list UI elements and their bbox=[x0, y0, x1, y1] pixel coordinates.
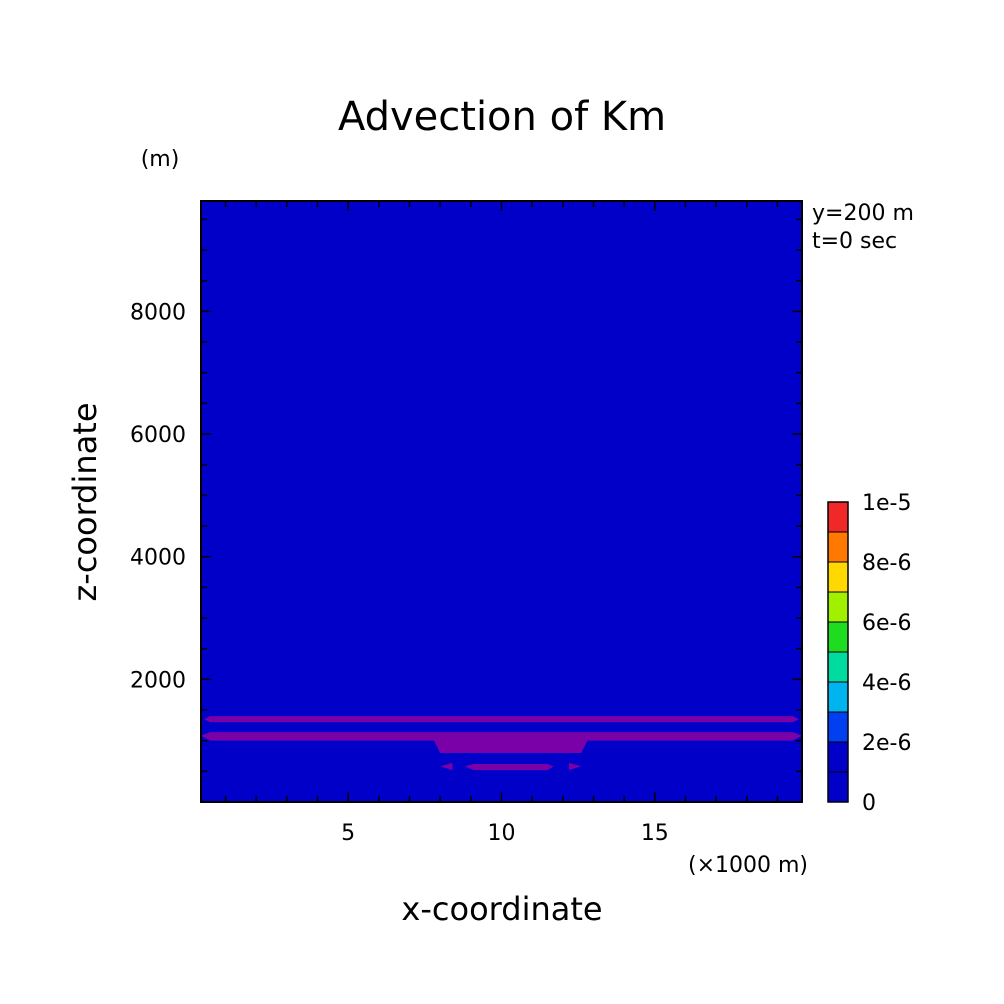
y-tick-labels: 2000 4000 6000 8000 bbox=[130, 300, 186, 693]
colorbar-segment bbox=[828, 562, 848, 592]
y-tick-label: 2000 bbox=[130, 668, 186, 693]
contour-region-1 bbox=[204, 716, 799, 723]
plot-background bbox=[201, 201, 802, 802]
colorbar-label: 1e-5 bbox=[862, 491, 911, 516]
contour-region-3 bbox=[464, 763, 554, 771]
plot-frame bbox=[200, 200, 803, 803]
annotation-y: y=200 m bbox=[812, 201, 914, 226]
y-tick-label: 4000 bbox=[130, 546, 186, 571]
contour-region-4 bbox=[440, 762, 453, 771]
x-unit-label: (×1000 m) bbox=[688, 853, 808, 878]
y-unit-label: (m) bbox=[141, 147, 180, 172]
colorbar-label: 0 bbox=[862, 791, 876, 816]
colorbar-label: 4e-6 bbox=[862, 671, 911, 696]
colorbar-segment bbox=[828, 622, 848, 652]
colorbar-segment bbox=[828, 502, 848, 532]
y-axis-label: z-coordinate bbox=[66, 402, 104, 601]
colorbar-segment bbox=[828, 592, 848, 622]
colorbar-segment bbox=[828, 652, 848, 682]
x-tick-label: 15 bbox=[641, 821, 669, 846]
colorbar-label: 6e-6 bbox=[862, 611, 911, 636]
colorbar-segment bbox=[828, 712, 848, 742]
colorbar-label: 2e-6 bbox=[862, 731, 911, 756]
colorbar-segment bbox=[828, 682, 848, 712]
chart-title: Advection of Km bbox=[338, 94, 666, 140]
y-tick-label: 6000 bbox=[130, 423, 186, 448]
colorbar-label: 8e-6 bbox=[862, 551, 911, 576]
x-tick-label: 5 bbox=[341, 821, 355, 846]
x-tick-labels: 5 10 15 bbox=[341, 821, 669, 846]
colorbar-labels: 0 2e-6 4e-6 6e-6 8e-6 1e-5 bbox=[862, 491, 911, 816]
colorbar-segment bbox=[828, 532, 848, 562]
annotation-t: t=0 sec bbox=[812, 229, 897, 254]
contour-regions bbox=[201, 716, 802, 771]
y-tick-label: 8000 bbox=[130, 300, 186, 325]
x-tick-label: 10 bbox=[488, 821, 516, 846]
contour-region-2 bbox=[201, 732, 802, 753]
contour-region-5 bbox=[568, 762, 582, 771]
colorbar bbox=[827, 501, 849, 803]
x-axis-label: x-coordinate bbox=[401, 890, 602, 928]
